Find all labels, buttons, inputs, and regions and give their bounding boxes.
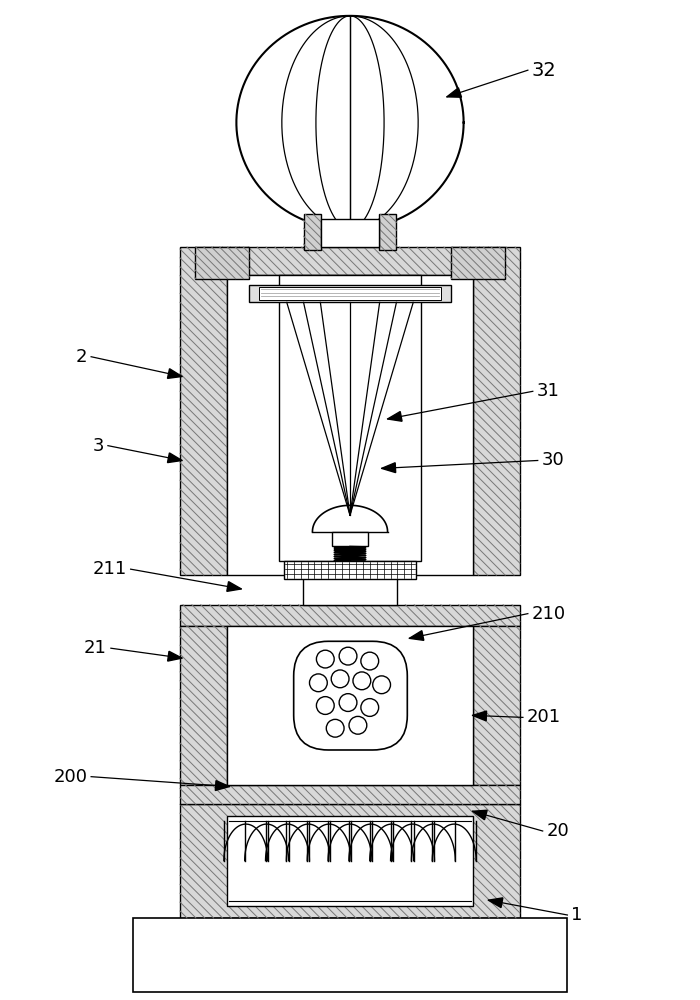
Polygon shape bbox=[228, 275, 472, 575]
Polygon shape bbox=[228, 626, 472, 785]
Polygon shape bbox=[227, 582, 242, 591]
Circle shape bbox=[353, 672, 371, 690]
Polygon shape bbox=[279, 275, 421, 561]
Polygon shape bbox=[410, 631, 424, 640]
Polygon shape bbox=[132, 918, 568, 992]
Polygon shape bbox=[451, 247, 505, 279]
Text: 211: 211 bbox=[92, 560, 127, 578]
Polygon shape bbox=[228, 816, 472, 906]
Text: 31: 31 bbox=[537, 382, 559, 400]
Polygon shape bbox=[304, 214, 321, 250]
Polygon shape bbox=[167, 651, 182, 661]
Circle shape bbox=[316, 697, 334, 714]
Circle shape bbox=[326, 719, 344, 737]
Text: 200: 200 bbox=[53, 768, 88, 786]
Text: 20: 20 bbox=[547, 822, 569, 840]
Polygon shape bbox=[388, 412, 402, 421]
Text: 210: 210 bbox=[532, 605, 566, 623]
Text: 30: 30 bbox=[542, 451, 564, 469]
Polygon shape bbox=[302, 575, 398, 605]
Polygon shape bbox=[180, 605, 520, 626]
Polygon shape bbox=[180, 785, 520, 804]
Circle shape bbox=[349, 716, 367, 734]
Circle shape bbox=[361, 699, 379, 716]
Polygon shape bbox=[228, 247, 472, 275]
Polygon shape bbox=[447, 88, 461, 97]
Polygon shape bbox=[382, 463, 395, 473]
Polygon shape bbox=[237, 16, 463, 229]
Circle shape bbox=[309, 674, 328, 692]
Circle shape bbox=[316, 650, 334, 668]
Polygon shape bbox=[473, 626, 520, 785]
Polygon shape bbox=[379, 214, 396, 250]
Text: 32: 32 bbox=[532, 61, 556, 80]
Polygon shape bbox=[216, 781, 230, 790]
Text: 2: 2 bbox=[76, 348, 88, 366]
Text: 201: 201 bbox=[527, 708, 561, 726]
Polygon shape bbox=[312, 505, 388, 532]
Circle shape bbox=[361, 652, 379, 670]
Polygon shape bbox=[259, 287, 441, 300]
Circle shape bbox=[339, 647, 357, 665]
Polygon shape bbox=[473, 711, 486, 721]
Polygon shape bbox=[332, 532, 368, 546]
Polygon shape bbox=[473, 810, 487, 820]
FancyBboxPatch shape bbox=[294, 641, 407, 750]
Polygon shape bbox=[180, 804, 520, 918]
Polygon shape bbox=[284, 561, 416, 579]
Polygon shape bbox=[180, 626, 228, 785]
Circle shape bbox=[339, 694, 357, 711]
Polygon shape bbox=[195, 247, 249, 279]
Circle shape bbox=[331, 670, 349, 688]
Circle shape bbox=[372, 676, 391, 694]
Text: 3: 3 bbox=[92, 437, 104, 455]
Text: 21: 21 bbox=[84, 639, 107, 657]
Polygon shape bbox=[180, 247, 228, 575]
Polygon shape bbox=[167, 369, 182, 378]
Polygon shape bbox=[167, 453, 182, 463]
Polygon shape bbox=[249, 285, 451, 302]
Polygon shape bbox=[473, 247, 520, 575]
Text: 1: 1 bbox=[571, 906, 582, 924]
Polygon shape bbox=[321, 219, 379, 247]
Polygon shape bbox=[489, 898, 503, 908]
